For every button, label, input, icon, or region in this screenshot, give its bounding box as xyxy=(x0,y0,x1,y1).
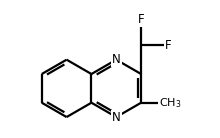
Text: CH$_3$: CH$_3$ xyxy=(159,96,181,110)
Text: F: F xyxy=(165,39,171,52)
Text: N: N xyxy=(112,53,121,66)
Text: F: F xyxy=(138,13,145,26)
Text: N: N xyxy=(112,111,121,124)
